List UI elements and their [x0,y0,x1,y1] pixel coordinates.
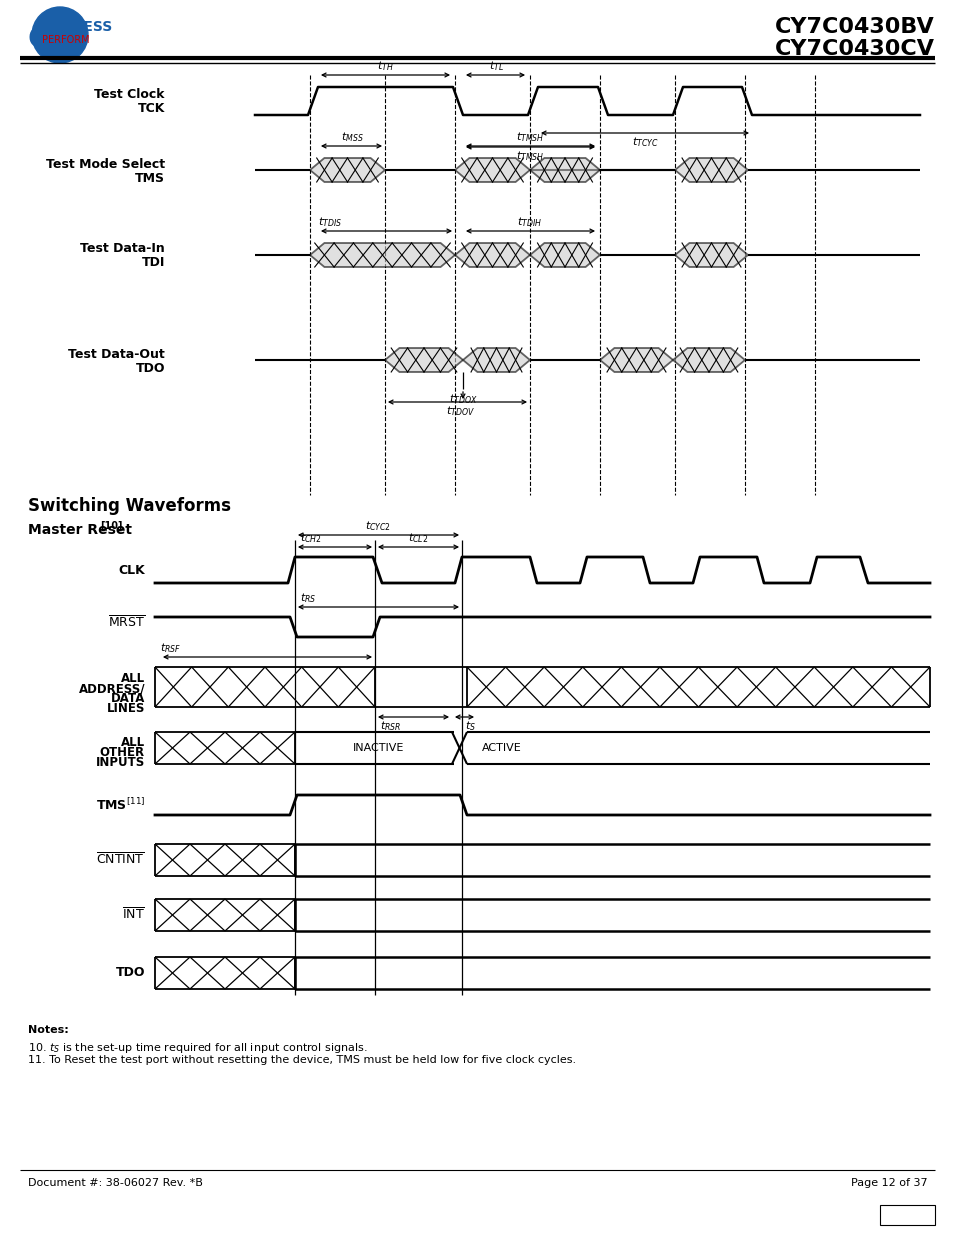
Text: $t_{MSS}$: $t_{MSS}$ [340,130,363,144]
Text: TMS: TMS [135,172,165,184]
Polygon shape [310,158,385,182]
Polygon shape [675,158,747,182]
Text: $t_{TDIS}$: $t_{TDIS}$ [317,215,342,228]
Text: ALL: ALL [121,673,145,685]
Text: $\overline{\mathrm{CNTINT}}$: $\overline{\mathrm{CNTINT}}$ [96,852,145,868]
Text: $t_{TL}$: $t_{TL}$ [488,59,503,73]
Text: $t_{RSF}$: $t_{RSF}$ [160,641,181,655]
Polygon shape [385,348,462,372]
Text: LINES: LINES [107,703,145,715]
Text: $t_{TH}$: $t_{TH}$ [376,59,393,73]
Text: Test Data-Out: Test Data-Out [69,347,165,361]
Text: Notes:: Notes: [28,1025,69,1035]
Bar [879,1205,934,1225]
Text: $\overline{\mathrm{INT}}$: $\overline{\mathrm{INT}}$ [122,908,145,923]
Text: CY7C0430BV: CY7C0430BV [775,17,934,37]
Polygon shape [455,243,530,267]
Polygon shape [310,243,455,267]
Text: Switching Waveforms: Switching Waveforms [28,496,231,515]
Text: Master Reset: Master Reset [28,522,132,537]
Text: C: C [28,25,51,54]
Text: INACTIVE: INACTIVE [353,743,404,753]
Text: $t_{RS}$: $t_{RS}$ [299,592,316,605]
Text: CLK: CLK [118,563,145,577]
Text: PERFORM: PERFORM [42,35,90,44]
Text: $t_{TDOV}$: $t_{TDOV}$ [445,404,474,417]
Text: $t_S$: $t_S$ [464,719,476,732]
Text: 10. $t_S$ is the set-up time required for all input control signals.: 10. $t_S$ is the set-up time required fo… [28,1041,367,1055]
Text: $t_{TCYC}$: $t_{TCYC}$ [631,135,658,148]
Polygon shape [530,243,599,267]
Text: 11. To Reset the test port without resetting the device, TMS must be held low fo: 11. To Reset the test port without reset… [28,1055,576,1065]
Text: TDO: TDO [115,967,145,979]
Text: $t_{CH2}$: $t_{CH2}$ [299,531,321,545]
Text: ACTIVE: ACTIVE [481,743,521,753]
Text: [10]: [10] [100,521,122,531]
Text: DATA: DATA [111,693,145,705]
Text: INPUTS: INPUTS [95,756,145,768]
Text: $t_{TMSH}$: $t_{TMSH}$ [516,149,543,163]
Text: TMS$^{[11]}$: TMS$^{[11]}$ [95,797,145,813]
Polygon shape [675,243,747,267]
Text: $t_{TDIH}$: $t_{TDIH}$ [517,215,542,228]
Text: TDO: TDO [135,362,165,374]
Polygon shape [462,348,530,372]
Circle shape [32,7,88,63]
Polygon shape [530,158,599,182]
Text: Document #: 38-06027 Rev. *B: Document #: 38-06027 Rev. *B [28,1178,203,1188]
Text: CYPRESS: CYPRESS [42,20,112,35]
Polygon shape [672,348,744,372]
Text: Page 12 of 37: Page 12 of 37 [850,1178,927,1188]
Polygon shape [455,158,530,182]
Text: ADDRESS/: ADDRESS/ [78,683,145,695]
Text: Test Clock: Test Clock [94,89,165,101]
Text: $t_{RSR}$: $t_{RSR}$ [379,719,401,732]
Text: TCK: TCK [137,103,165,116]
Text: $t_{TDOX}$: $t_{TDOX}$ [448,391,476,406]
Text: $t_{CYC2}$: $t_{CYC2}$ [365,519,391,534]
Text: Test Data-In: Test Data-In [80,242,165,256]
Text: $t_{TMSH}$: $t_{TMSH}$ [516,130,543,144]
Text: Test Mode Select: Test Mode Select [46,158,165,170]
Text: CY7C0430CV: CY7C0430CV [774,40,934,59]
Text: $\overline{\mathrm{MRST}}$: $\overline{\mathrm{MRST}}$ [108,615,145,631]
Text: TDI: TDI [141,257,165,269]
Text: ALL: ALL [121,736,145,748]
Text: $t_{CL2}$: $t_{CL2}$ [408,531,428,545]
Polygon shape [599,348,672,372]
Text: OTHER: OTHER [100,746,145,758]
